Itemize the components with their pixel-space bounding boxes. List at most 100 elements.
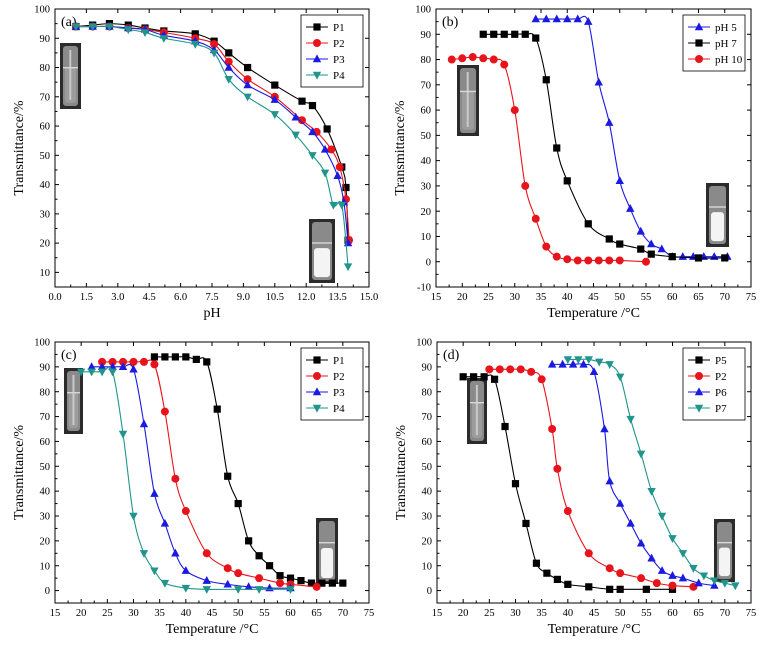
data-point: [573, 14, 582, 23]
x-tick-label: 25: [484, 608, 495, 619]
data-point: [182, 353, 190, 361]
series-line: [463, 374, 673, 591]
data-point: [531, 14, 540, 23]
data-point: [511, 480, 520, 488]
data-point: [129, 364, 138, 373]
data-point: [480, 373, 488, 381]
data-point: [548, 425, 557, 433]
data-point: [202, 586, 211, 594]
data-point: [616, 569, 625, 578]
data-point: [579, 359, 588, 368]
y-tick-label: 70: [421, 80, 432, 91]
x-tick-label: 55: [259, 608, 270, 619]
y-tick-label: 80: [40, 63, 51, 74]
series-4: [563, 356, 740, 591]
x-tick-label: 45: [589, 608, 600, 619]
y-tick-label: 70: [40, 92, 51, 103]
legend-label: P3: [333, 54, 345, 66]
data-point: [342, 183, 350, 192]
x-tick-label: 0.0: [48, 292, 61, 303]
legend-label: P6: [715, 387, 727, 399]
data-point: [527, 367, 536, 376]
y-tick-label: 80: [421, 55, 432, 66]
data-point: [605, 564, 614, 573]
y-tick-label: -10: [417, 283, 431, 294]
data-point: [710, 252, 719, 260]
data-point: [552, 14, 561, 23]
vial-photo-clear: [457, 65, 479, 136]
x-tick-label: 50: [233, 608, 244, 619]
data-point: [668, 253, 676, 261]
data-point: [531, 214, 540, 223]
data-point: [553, 144, 561, 152]
legend: P5 P2 P6 P7: [682, 347, 746, 421]
x-tick-label: 55: [641, 292, 652, 303]
data-point: [626, 415, 635, 424]
data-point: [468, 53, 477, 62]
vial-photo-turbid: [316, 518, 338, 584]
data-point: [542, 14, 551, 23]
data-point: [731, 582, 740, 591]
data-point: [108, 357, 117, 366]
y-tick-label: 100: [416, 338, 432, 349]
legend-marker: [313, 372, 321, 380]
y-tick-label: 50: [422, 462, 433, 473]
data-point: [71, 23, 81, 32]
data-point: [234, 499, 242, 508]
vial-photo-turbid: [706, 183, 729, 247]
y-tick-label: 50: [40, 151, 51, 162]
legend-label: P1: [333, 355, 345, 367]
data-point: [615, 498, 625, 507]
vial-photo-clear: [467, 378, 487, 444]
data-point: [710, 577, 719, 586]
data-point: [312, 582, 321, 591]
data-point: [605, 256, 614, 265]
data-point: [209, 49, 219, 58]
y-tick-label: 60: [40, 122, 51, 133]
data-point: [568, 359, 578, 368]
series-2: [485, 365, 698, 591]
y-tick-label: 30: [40, 512, 51, 523]
data-point: [616, 585, 624, 593]
series-2: [98, 357, 321, 591]
x-tick-label: 3.0: [111, 292, 124, 303]
legend: pH 5 pH 7 pH 10: [682, 14, 746, 72]
x-tick-label: 15.0: [360, 292, 378, 303]
data-point: [485, 365, 494, 374]
x-tick-label: 25: [483, 292, 494, 303]
legend-marker: [312, 71, 322, 80]
x-tick-label: 45: [588, 292, 599, 303]
data-point: [495, 365, 504, 374]
data-point: [233, 586, 243, 594]
data-point: [270, 95, 279, 103]
data-point: [594, 256, 603, 265]
series-3: [87, 362, 295, 592]
x-tick-label: 55: [641, 608, 652, 619]
data-point: [616, 240, 624, 248]
data-point: [329, 201, 338, 210]
data-point: [694, 578, 703, 587]
data-point: [563, 14, 572, 23]
data-point: [678, 252, 687, 260]
data-point: [636, 538, 646, 547]
data-point: [689, 565, 698, 573]
data-point: [678, 550, 688, 558]
x-tick-label: 30: [128, 608, 139, 619]
x-tick-label: 70: [720, 292, 731, 303]
x-tick-label: 45: [207, 608, 218, 619]
data-point: [600, 424, 609, 433]
data-point: [320, 169, 330, 178]
series-3: [447, 53, 650, 266]
data-point: [636, 226, 645, 235]
data-point: [500, 30, 508, 38]
data-point: [668, 571, 677, 579]
x-axis-title: Temperature /°C: [547, 306, 640, 321]
series-line: [489, 368, 694, 588]
data-point: [584, 356, 593, 364]
data-point: [298, 116, 307, 125]
x-tick-label: 4.5: [143, 292, 156, 303]
legend-box: [682, 347, 746, 421]
data-point: [699, 572, 709, 581]
data-point: [286, 574, 295, 582]
y-tick-label: 90: [40, 362, 51, 373]
